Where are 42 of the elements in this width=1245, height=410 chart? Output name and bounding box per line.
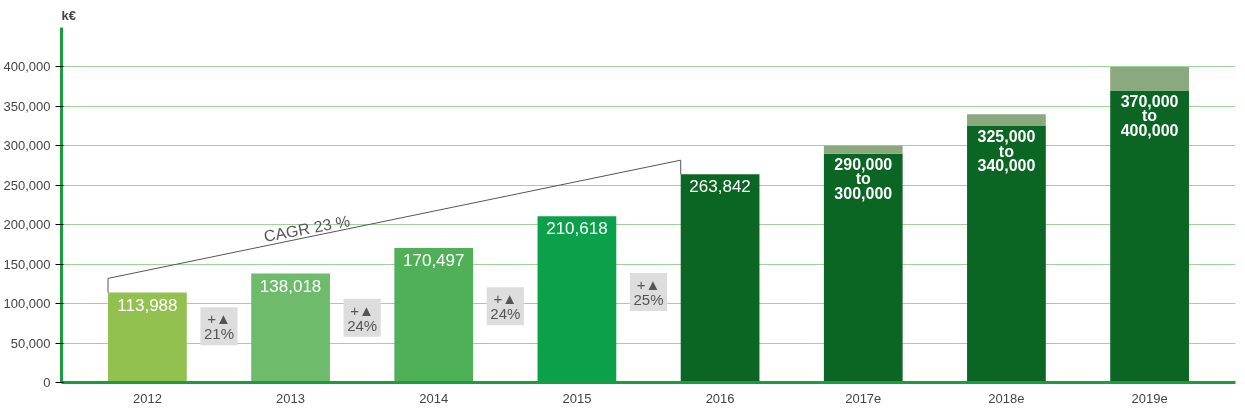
bar (967, 114, 1046, 127)
bar (251, 273, 330, 383)
y-tick-label: 50,000 (10, 335, 51, 351)
y-tick-label: 400,000 (3, 59, 51, 75)
bar (1110, 90, 1189, 383)
x-tick-label: 2015 (562, 390, 592, 406)
y-tick-label: 150,000 (3, 256, 51, 272)
y-tick-label: 100,000 (3, 296, 51, 312)
data-label: 113,988 (117, 295, 178, 315)
data-label: 138,018 (259, 276, 322, 296)
y-tick-label: 200,000 (3, 217, 51, 233)
bar (680, 174, 760, 383)
data-label: 370,000 to 400,000 (1120, 92, 1179, 139)
data-label: 325,000 to 340,000 (977, 128, 1036, 175)
data-label: 170,497 (403, 251, 465, 270)
y-axis-title: k€ (61, 7, 76, 23)
y-tick-label: 0 (43, 375, 51, 390)
bar (823, 145, 903, 154)
data-label: 290,000 to 300,000 (834, 155, 893, 202)
bar (537, 216, 617, 383)
x-tick-label: 2013 (276, 390, 306, 406)
bar (1110, 66, 1189, 91)
y-tick-label: 250,000 (3, 177, 51, 193)
bar (394, 248, 474, 383)
bar (108, 292, 187, 383)
bar (967, 126, 1046, 383)
x-tick-label: 2017e (845, 390, 882, 406)
x-tick-label: 2019e (1131, 390, 1168, 406)
data-label: 210,618 (546, 219, 608, 239)
annotation: CAGR 23 % (262, 212, 352, 246)
annotation: +▲ 24% (347, 301, 378, 334)
annotation: +▲ 21% (203, 310, 235, 343)
data-label: 263,842 (689, 177, 751, 197)
y-tick-label: 350,000 (3, 98, 51, 114)
annotation: +▲ 25% (633, 275, 664, 309)
annotation: +▲ 24% (490, 290, 521, 323)
x-tick-label: 2016 (705, 390, 735, 406)
bar (823, 153, 903, 383)
x-tick-label: 2018e (988, 390, 1025, 406)
x-tick-label: 2014 (419, 390, 449, 406)
y-tick-label: 300,000 (3, 138, 51, 154)
x-tick-label: 2012 (132, 390, 162, 406)
